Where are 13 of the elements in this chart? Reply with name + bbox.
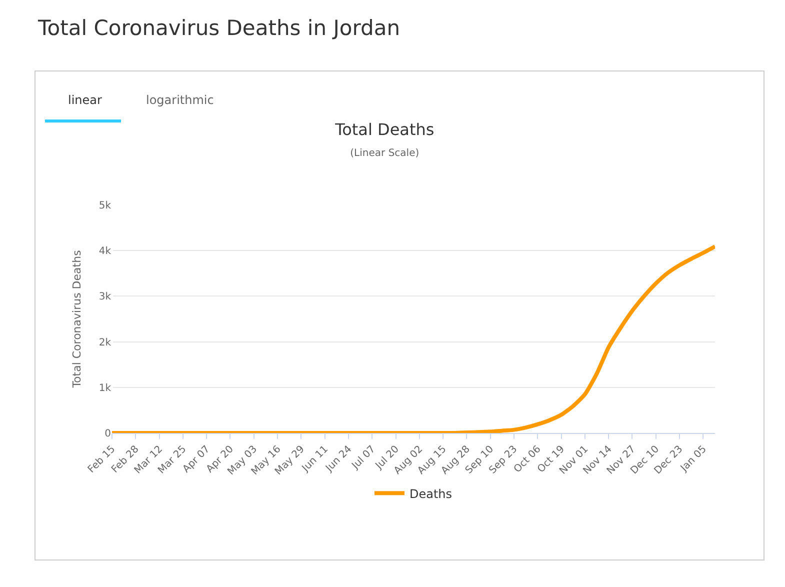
chart-title: Total Deaths (334, 120, 434, 140)
y-tick-label: 2k (98, 337, 112, 348)
chart-subtitle: (Linear Scale) (350, 148, 420, 159)
text: linear (68, 93, 102, 107)
y-tick-label: 5k (98, 200, 112, 212)
y-tick-label: 3k (98, 292, 112, 303)
y-tick-label: 0 (104, 428, 111, 440)
text: Total Coronavirus Deaths in Jordan (37, 16, 400, 40)
text: logarithmic (146, 93, 214, 107)
y-tick-label: 1k (98, 382, 112, 394)
legend-label: Deaths (410, 486, 452, 501)
y-tick-label: 4k (98, 246, 112, 258)
y-axis-title: Total Coronavirus Deaths (70, 250, 84, 389)
